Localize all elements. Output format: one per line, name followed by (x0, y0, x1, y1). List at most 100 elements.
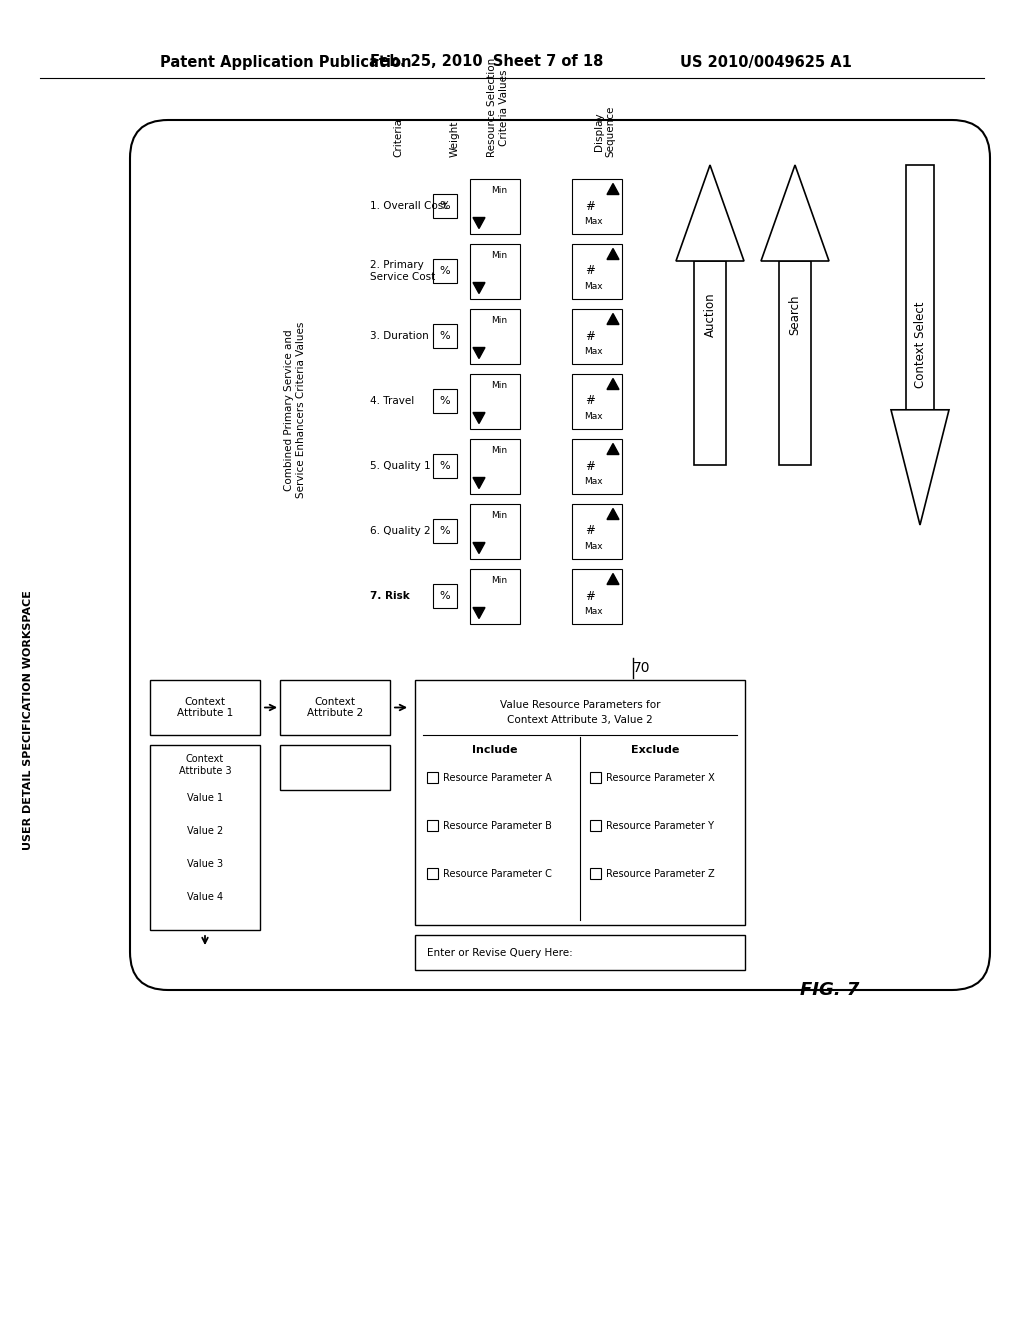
Bar (415, 680, 745, 925)
Text: 5. Quality 1: 5. Quality 1 (370, 461, 431, 471)
Text: Max: Max (584, 607, 602, 616)
Text: Combined Primary Service and
Service Enhancers Criteria Values: Combined Primary Service and Service Enh… (285, 322, 306, 498)
Text: #: # (585, 264, 595, 277)
Text: Patent Application Publication: Patent Application Publication (160, 54, 412, 70)
Bar (427, 820, 438, 832)
Text: Min: Min (490, 186, 507, 195)
Text: Max: Max (584, 543, 602, 550)
Bar (433, 583, 457, 609)
Text: Min: Min (490, 251, 507, 260)
Bar (590, 869, 601, 879)
Bar (578, 259, 602, 282)
Bar (470, 374, 520, 429)
Bar (778, 261, 811, 465)
Bar (572, 438, 622, 494)
Text: Max: Max (584, 216, 602, 226)
Bar (693, 261, 726, 465)
Bar (150, 680, 260, 735)
Bar (470, 438, 520, 494)
Bar (572, 569, 622, 623)
Bar (150, 744, 260, 931)
Text: #: # (585, 199, 595, 213)
Polygon shape (607, 314, 618, 325)
Bar (470, 178, 520, 234)
Bar (578, 583, 602, 609)
Text: %: % (439, 267, 451, 276)
Bar (280, 680, 390, 735)
Text: %: % (439, 201, 451, 211)
Text: Resource Parameter X: Resource Parameter X (606, 774, 715, 783)
Polygon shape (473, 478, 485, 488)
Text: USER DETAIL SPECIFICATION WORKSPACE: USER DETAIL SPECIFICATION WORKSPACE (23, 590, 33, 850)
Text: Context Select: Context Select (913, 302, 927, 388)
FancyBboxPatch shape (130, 120, 990, 990)
Bar (578, 389, 602, 413)
Bar (578, 454, 602, 478)
Text: Value Resource Parameters for: Value Resource Parameters for (500, 700, 660, 710)
Bar (572, 309, 622, 363)
Bar (433, 519, 457, 543)
Bar (470, 569, 520, 623)
Text: Resource Parameter Z: Resource Parameter Z (606, 869, 715, 879)
Text: Display
Sequence: Display Sequence (594, 106, 615, 157)
Text: Auction: Auction (703, 293, 717, 338)
Text: Max: Max (584, 412, 602, 421)
Polygon shape (607, 183, 618, 194)
Polygon shape (473, 607, 485, 619)
Text: Context
Attribute 1: Context Attribute 1 (177, 697, 233, 718)
Text: Max: Max (584, 282, 602, 290)
Text: Resource Parameter A: Resource Parameter A (443, 774, 552, 783)
Text: Resource Selection
Criteria Values: Resource Selection Criteria Values (487, 58, 509, 157)
Text: %: % (439, 461, 451, 471)
Text: Feb. 25, 2010  Sheet 7 of 18: Feb. 25, 2010 Sheet 7 of 18 (370, 54, 603, 70)
Polygon shape (607, 379, 618, 389)
Bar (578, 323, 602, 348)
Text: Min: Min (490, 511, 507, 520)
Polygon shape (607, 444, 618, 454)
Polygon shape (607, 508, 618, 520)
Text: Min: Min (490, 381, 507, 389)
Text: Value 1: Value 1 (187, 793, 223, 803)
Text: Value 2: Value 2 (186, 826, 223, 836)
Polygon shape (473, 347, 485, 359)
Text: %: % (439, 591, 451, 601)
Text: #: # (585, 395, 595, 408)
Text: Min: Min (490, 446, 507, 455)
Text: Resource Parameter C: Resource Parameter C (443, 869, 552, 879)
Polygon shape (473, 412, 485, 424)
Bar (427, 772, 438, 783)
Text: FIG. 7: FIG. 7 (801, 981, 860, 999)
Text: Value 3: Value 3 (187, 859, 223, 869)
Text: Context
Attribute 2: Context Attribute 2 (307, 697, 364, 718)
Bar (590, 772, 601, 783)
Text: #: # (585, 459, 595, 473)
Polygon shape (676, 165, 744, 261)
Text: Include: Include (472, 744, 518, 755)
Text: #: # (585, 330, 595, 342)
Polygon shape (473, 218, 485, 228)
Bar (470, 243, 520, 298)
Polygon shape (891, 409, 949, 525)
Text: %: % (439, 396, 451, 407)
Bar (433, 323, 457, 348)
Bar (433, 194, 457, 218)
Bar (578, 194, 602, 218)
Text: %: % (439, 331, 451, 341)
Polygon shape (607, 248, 618, 260)
Text: Context
Attribute 3: Context Attribute 3 (178, 754, 231, 776)
Bar (433, 259, 457, 282)
Text: Value 4: Value 4 (187, 892, 223, 902)
Text: Exclude: Exclude (631, 744, 679, 755)
Polygon shape (761, 165, 829, 261)
Text: Resource Parameter Y: Resource Parameter Y (606, 821, 714, 832)
Text: #: # (585, 524, 595, 537)
Text: 1. Overall Cost: 1. Overall Cost (370, 201, 447, 211)
Text: 2. Primary
Service Cost: 2. Primary Service Cost (370, 260, 435, 281)
Text: 7. Risk: 7. Risk (370, 591, 410, 601)
Text: Weight: Weight (450, 120, 460, 157)
Bar (470, 309, 520, 363)
Text: Search: Search (788, 294, 802, 335)
Bar (470, 503, 520, 558)
Text: Max: Max (584, 347, 602, 356)
Text: US 2010/0049625 A1: US 2010/0049625 A1 (680, 54, 852, 70)
